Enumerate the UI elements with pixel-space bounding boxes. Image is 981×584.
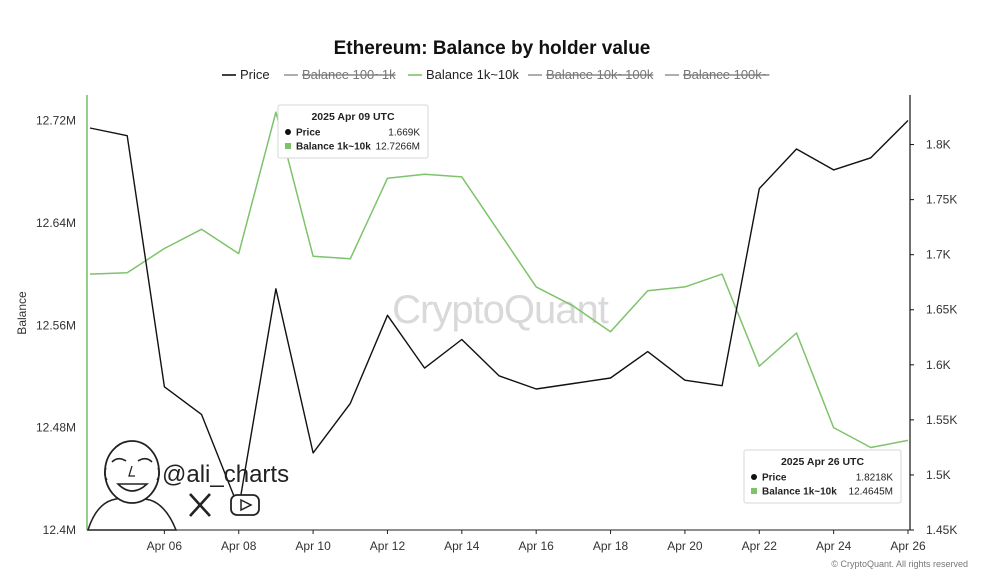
x-logo-icon — [189, 493, 211, 517]
x-logo-stroke — [189, 493, 211, 517]
tooltip-price-label: Price — [762, 473, 787, 484]
youtube-icon — [230, 494, 260, 516]
series-lines — [86, 95, 909, 530]
tooltip-1: 2025 Apr 26 UTC Price 1.8218K Balance 1k~10… — [743, 449, 902, 504]
y-left-tick-label: 12.48M — [36, 421, 76, 435]
x-tick-label: Apr 08 — [221, 539, 257, 553]
x-tick-label: Apr 18 — [593, 539, 629, 553]
x-tick-label: Apr 06 — [147, 539, 183, 553]
legend-item-1: Balance 100~1k — [284, 67, 396, 82]
tooltip-price-dot — [751, 474, 757, 480]
tooltip-price-value: 1.8218K — [856, 473, 894, 484]
tooltip-balance-value: 12.4645M — [849, 487, 893, 498]
x-tick-label: Apr 26 — [890, 539, 926, 553]
y-left-tick-label: 12.72M — [36, 114, 76, 128]
y-right-tick-label: 1.45K — [926, 523, 957, 537]
x-tick-label: Apr 16 — [519, 539, 555, 553]
tooltip-box — [743, 449, 902, 504]
legend: Price Balance 100~1k Balance 1k~10k Balance… — [222, 67, 770, 82]
tooltip-balance-label: Balance 1k~10k — [762, 487, 837, 498]
x-tick-label: Apr 24 — [816, 539, 852, 553]
y-left-title: Balance — [15, 291, 29, 335]
legend-label: Balance 100~1k — [302, 67, 396, 82]
x-tick-label: Apr 10 — [295, 539, 331, 553]
tooltip-box — [277, 104, 429, 159]
avatar-eyes — [111, 457, 153, 463]
handle-text: @ali_charts — [162, 461, 289, 488]
y-left-tick-label: 12.64M — [36, 216, 76, 230]
chart-title: Ethereum: Balance by holder value — [334, 38, 651, 59]
legend-item-2: Balance 1k~10k — [408, 67, 519, 82]
legend-item-3: Balance 10k~100k — [528, 67, 654, 82]
tooltip-balance-swatch — [751, 488, 757, 494]
y-left-tick-label: 12.4M — [43, 523, 76, 537]
y-right-tick-label: 1.6K — [926, 358, 951, 372]
y-right-tick-label: 1.55K — [926, 413, 957, 427]
tooltip-balance-swatch — [285, 143, 291, 149]
x-tick-label: Apr 14 — [444, 539, 480, 553]
y-right-tick-label: 1.65K — [926, 303, 957, 317]
x-axis: Apr 06 Apr 08 Apr 10 Apr 12 Apr 14 Apr 16 Apr … — [88, 529, 926, 553]
y-axis-right: 1.45K 1.5K 1.55K 1.6K 1.65K 1.7K 1.75K 1.8K — [909, 95, 957, 537]
y-axis-left: 12.4M 12.48M 12.56M 12.64M 12.72M Balance — [15, 114, 76, 537]
tooltip-balance-value: 12.7266M — [376, 142, 420, 153]
tooltip-date: 2025 Apr 09 UTC — [311, 111, 394, 123]
avatar-nose — [128, 465, 135, 477]
watermark-text: CryptoQuant — [392, 288, 609, 332]
tooltips: 2025 Apr 09 UTC Price 1.669K Balance 1k~10k… — [277, 104, 902, 504]
y-right-tick-label: 1.75K — [926, 193, 957, 207]
x-tick-label: Apr 20 — [667, 539, 703, 553]
tooltip-price-value: 1.669K — [388, 128, 420, 139]
tooltip-price-label: Price — [296, 128, 321, 139]
footer-credit: © CryptoQuant. All rights reserved — [831, 559, 968, 569]
avatar: @ali_charts — [86, 440, 289, 531]
x-tick-label: Apr 22 — [742, 539, 778, 553]
y-left-tick-label: 12.56M — [36, 318, 76, 332]
y-right-tick-label: 1.7K — [926, 248, 951, 262]
y-right-tick-label: 1.8K — [926, 138, 951, 152]
youtube-play — [240, 498, 253, 512]
tooltip-date: 2025 Apr 26 UTC — [781, 456, 864, 468]
x-tick-label: Apr 12 — [370, 539, 406, 553]
legend-label: Balance 10k~100k — [546, 67, 654, 82]
avatar-head — [104, 440, 160, 504]
series-line-balance-1k-10k — [89, 111, 909, 449]
watermark: CryptoQuant — [392, 288, 610, 332]
tooltip-0: 2025 Apr 09 UTC Price 1.669K Balance 1k~10k… — [277, 104, 429, 159]
tooltip-price-dot — [285, 129, 291, 135]
legend-item-4: Balance 100k~ — [665, 67, 770, 82]
legend-label: Balance 100k~ — [683, 67, 770, 82]
y-right-tick-label: 1.5K — [926, 468, 951, 482]
legend-label: Price — [240, 67, 270, 82]
legend-item-0: Price — [222, 67, 270, 82]
tooltip-balance-label: Balance 1k~10k — [296, 142, 371, 153]
avatar-smile — [116, 483, 150, 492]
avatar-ears — [104, 467, 160, 481]
legend-label: Balance 1k~10k — [426, 67, 519, 82]
